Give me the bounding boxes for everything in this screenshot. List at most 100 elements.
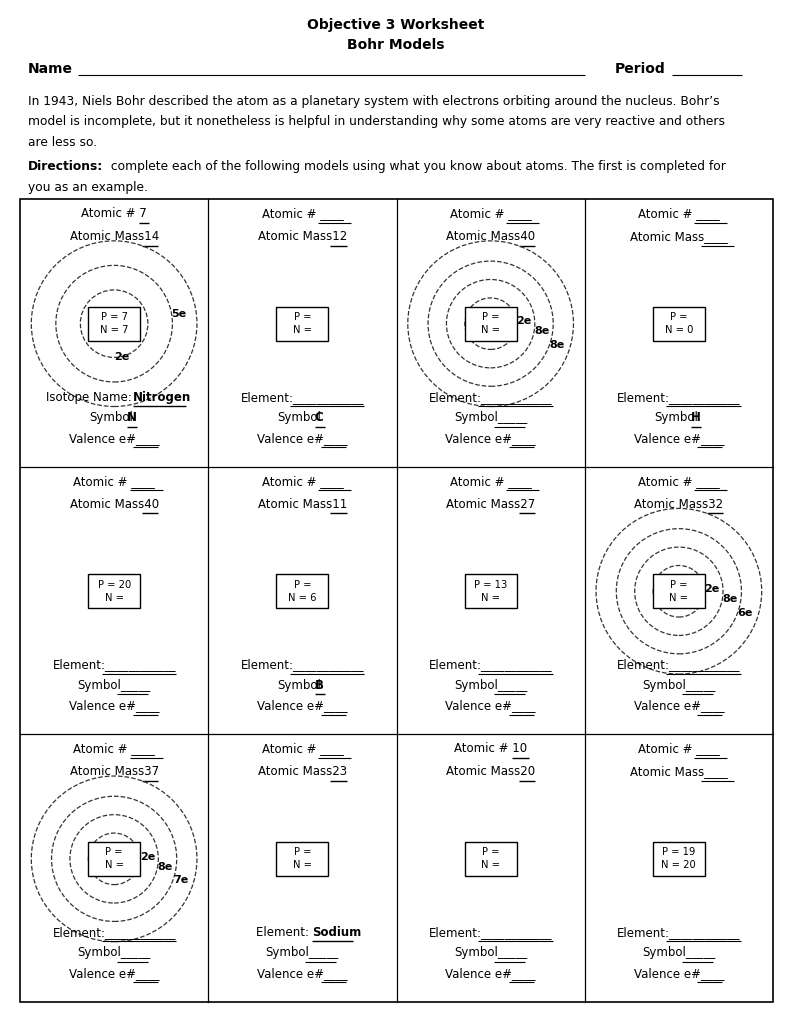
Text: you as an example.: you as an example.	[28, 181, 148, 194]
Text: Symbol_____: Symbol_____	[78, 679, 151, 691]
Text: Period: Period	[615, 62, 666, 76]
Text: Atomic # ____: Atomic # ____	[638, 475, 720, 487]
Text: Atomic Mass23: Atomic Mass23	[258, 765, 347, 778]
Text: Element:____________: Element:____________	[429, 390, 552, 403]
Text: Atomic # ____: Atomic # ____	[74, 742, 155, 756]
Text: Atomic Mass40: Atomic Mass40	[70, 498, 159, 511]
FancyBboxPatch shape	[88, 306, 140, 341]
Text: Atomic Mass14: Atomic Mass14	[70, 230, 159, 244]
Text: Symbol_____: Symbol_____	[454, 411, 528, 424]
Text: B: B	[315, 679, 324, 691]
Text: H: H	[691, 411, 701, 424]
Text: Bohr Models: Bohr Models	[346, 38, 445, 52]
Text: 8e: 8e	[722, 594, 738, 604]
Text: Symbol: Symbol	[278, 411, 321, 424]
Text: Atomic # ____: Atomic # ____	[638, 207, 720, 220]
Text: Valence e#____: Valence e#____	[257, 967, 347, 980]
Text: P = 13
N =: P = 13 N =	[474, 580, 507, 603]
Text: Atomic # 10: Atomic # 10	[454, 742, 527, 756]
Text: Atomic # ____: Atomic # ____	[262, 742, 343, 756]
Text: Valence e#____: Valence e#____	[69, 699, 159, 712]
Text: Symbol: Symbol	[654, 411, 698, 424]
Text: Atomic # ____: Atomic # ____	[450, 475, 532, 487]
Text: Atomic # ____: Atomic # ____	[262, 207, 343, 220]
Text: C: C	[315, 411, 324, 424]
Text: Element:____________: Element:____________	[617, 658, 740, 671]
FancyBboxPatch shape	[464, 574, 517, 608]
Text: Isotope Name:: Isotope Name:	[46, 390, 135, 403]
Text: Atomic Mass____: Atomic Mass____	[630, 230, 728, 244]
Text: Symbol: Symbol	[278, 679, 321, 691]
Text: Valence e#____: Valence e#____	[445, 431, 536, 444]
Text: Element:____________: Element:____________	[52, 658, 176, 671]
Text: Atomic # ____: Atomic # ____	[262, 475, 343, 487]
FancyBboxPatch shape	[276, 306, 328, 341]
Text: model is incomplete, but it nonetheless is helpful in understanding why some ato: model is incomplete, but it nonetheless …	[28, 116, 725, 128]
Text: P = 20
N =: P = 20 N =	[97, 580, 131, 603]
Text: Valence e#____: Valence e#____	[445, 967, 536, 980]
Text: P =
N =: P = N =	[293, 847, 312, 870]
Text: Atomic # ____: Atomic # ____	[74, 475, 155, 487]
Text: Atomic Mass____: Atomic Mass____	[630, 765, 728, 778]
Text: Atomic Mass11: Atomic Mass11	[258, 498, 347, 511]
Text: Atomic # ____: Atomic # ____	[638, 742, 720, 756]
FancyBboxPatch shape	[464, 306, 517, 341]
Text: Valence e#____: Valence e#____	[634, 699, 724, 712]
Text: Element:____________: Element:____________	[617, 926, 740, 939]
Text: Nitrogen: Nitrogen	[133, 390, 191, 403]
Text: P =
N = 6: P = N = 6	[288, 580, 316, 603]
Text: are less so.: are less so.	[28, 136, 97, 150]
Text: Atomic Mass20: Atomic Mass20	[446, 765, 536, 778]
Text: 7e: 7e	[173, 876, 188, 885]
Text: Element:: Element:	[255, 926, 312, 939]
Text: P = 7
N = 7: P = 7 N = 7	[100, 312, 128, 335]
Text: Element:____________: Element:____________	[240, 390, 364, 403]
Text: Symbol_____: Symbol_____	[454, 679, 528, 691]
Text: Valence e#____: Valence e#____	[257, 431, 347, 444]
Text: Element:____________: Element:____________	[429, 658, 552, 671]
Text: Atomic Mass12: Atomic Mass12	[258, 230, 347, 244]
Text: 2e: 2e	[517, 316, 532, 327]
Text: Valence e#____: Valence e#____	[257, 699, 347, 712]
Text: In 1943, Niels Bohr described the atom as a planetary system with electrons orbi: In 1943, Niels Bohr described the atom a…	[28, 95, 720, 108]
Text: 2e: 2e	[114, 352, 130, 362]
Text: Atomic Mass40: Atomic Mass40	[446, 230, 536, 244]
Text: Element:____________: Element:____________	[52, 926, 176, 939]
Text: Element:____________: Element:____________	[240, 658, 364, 671]
Text: complete each of the following models using what you know about atoms. The first: complete each of the following models us…	[108, 161, 726, 173]
Text: Symbol_____: Symbol_____	[78, 946, 151, 959]
Text: 8e: 8e	[550, 340, 565, 350]
Text: P =
N =: P = N =	[293, 312, 312, 335]
FancyBboxPatch shape	[88, 574, 140, 608]
Text: 5e: 5e	[172, 308, 187, 318]
Text: Name: Name	[28, 62, 73, 76]
Text: P = 19
N = 20: P = 19 N = 20	[661, 847, 696, 870]
FancyBboxPatch shape	[276, 842, 328, 876]
Text: P =
N = 0: P = N = 0	[664, 312, 693, 335]
Text: 2e: 2e	[140, 852, 155, 861]
Text: Atomic # ____: Atomic # ____	[450, 207, 532, 220]
Text: P =
N =: P = N =	[104, 847, 123, 870]
Text: 2e: 2e	[705, 584, 720, 594]
FancyBboxPatch shape	[464, 842, 517, 876]
Text: Sodium: Sodium	[312, 926, 361, 939]
Text: Symbol_____: Symbol_____	[642, 679, 716, 691]
Text: Valence e#____: Valence e#____	[69, 967, 159, 980]
FancyBboxPatch shape	[653, 574, 705, 608]
Text: Directions:: Directions:	[28, 161, 104, 173]
Text: 8e: 8e	[157, 861, 173, 871]
Text: 6e: 6e	[738, 607, 753, 617]
Text: N: N	[127, 411, 137, 424]
Text: Atomic Mass37: Atomic Mass37	[70, 765, 159, 778]
FancyBboxPatch shape	[653, 306, 705, 341]
Text: P =
N =: P = N =	[669, 580, 688, 603]
FancyBboxPatch shape	[88, 842, 140, 876]
Text: 8e: 8e	[534, 327, 550, 336]
FancyBboxPatch shape	[276, 574, 328, 608]
Text: P =
N =: P = N =	[481, 312, 500, 335]
Text: Symbol: Symbol	[89, 411, 133, 424]
Text: Valence e#____: Valence e#____	[634, 967, 724, 980]
Text: Atomic Mass32: Atomic Mass32	[634, 498, 724, 511]
Text: Element:____________: Element:____________	[617, 390, 740, 403]
Text: Valence e#____: Valence e#____	[445, 699, 536, 712]
